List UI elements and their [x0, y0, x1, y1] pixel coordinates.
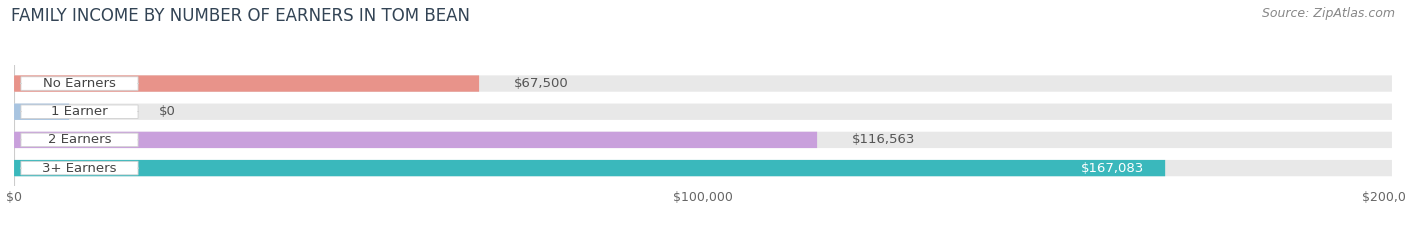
- Text: FAMILY INCOME BY NUMBER OF EARNERS IN TOM BEAN: FAMILY INCOME BY NUMBER OF EARNERS IN TO…: [11, 7, 470, 25]
- FancyBboxPatch shape: [14, 160, 1392, 176]
- FancyBboxPatch shape: [21, 161, 138, 175]
- FancyBboxPatch shape: [14, 103, 1392, 120]
- Text: $167,083: $167,083: [1081, 161, 1144, 175]
- Text: 2 Earners: 2 Earners: [48, 134, 111, 146]
- FancyBboxPatch shape: [21, 133, 138, 147]
- Text: Source: ZipAtlas.com: Source: ZipAtlas.com: [1261, 7, 1395, 20]
- Text: $67,500: $67,500: [513, 77, 568, 90]
- FancyBboxPatch shape: [21, 105, 138, 119]
- FancyBboxPatch shape: [21, 77, 138, 90]
- FancyBboxPatch shape: [14, 103, 69, 120]
- Text: 3+ Earners: 3+ Earners: [42, 161, 117, 175]
- FancyBboxPatch shape: [14, 160, 1166, 176]
- FancyBboxPatch shape: [14, 75, 479, 92]
- FancyBboxPatch shape: [14, 132, 817, 148]
- FancyBboxPatch shape: [14, 132, 1392, 148]
- Text: $0: $0: [159, 105, 176, 118]
- FancyBboxPatch shape: [14, 75, 1392, 92]
- Text: 1 Earner: 1 Earner: [51, 105, 108, 118]
- Text: $116,563: $116,563: [852, 134, 915, 146]
- Text: No Earners: No Earners: [44, 77, 115, 90]
